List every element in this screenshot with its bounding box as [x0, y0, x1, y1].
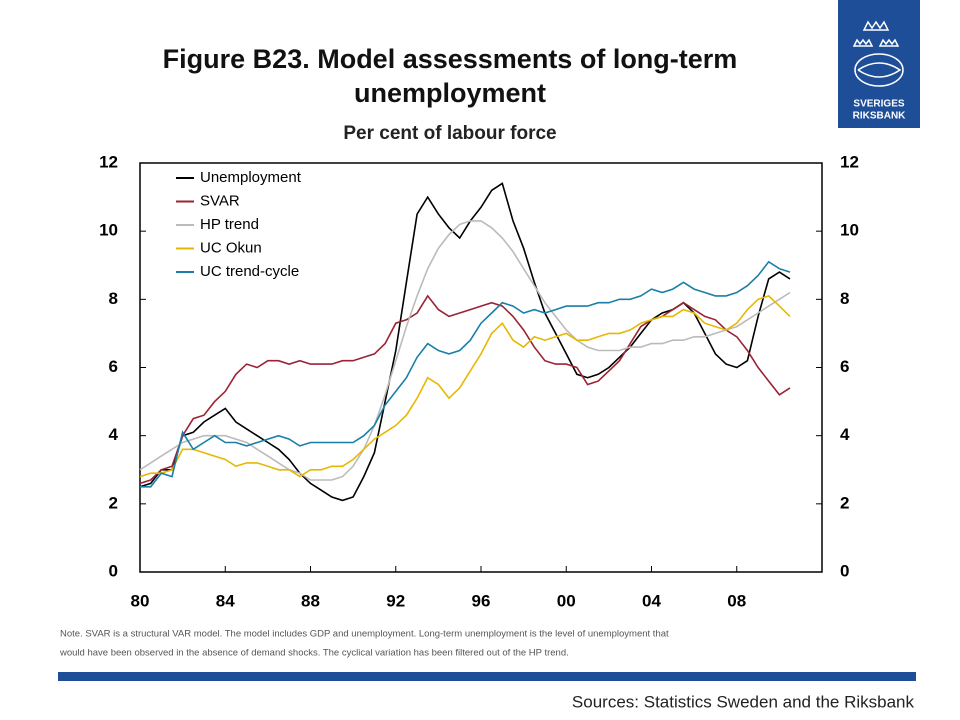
- note: Note. SVAR is a structural VAR model. Th…: [60, 629, 669, 640]
- legend-label: HP trend: [200, 216, 259, 233]
- legend-label: Unemployment: [200, 169, 302, 186]
- y2-tick-label: 12: [840, 152, 859, 171]
- y-tick-label: 2: [109, 493, 118, 512]
- series-line: [140, 260, 791, 488]
- y2-tick-label: 0: [840, 561, 849, 580]
- logo-text: RIKSBANK: [853, 111, 907, 122]
- legend-label: SVAR: [200, 192, 240, 209]
- y-tick-label: 4: [109, 425, 119, 444]
- logo-emblem: [852, 20, 904, 87]
- y2-tick-label: 10: [840, 221, 859, 240]
- x-tick-label: 08: [727, 591, 746, 610]
- y-tick-label: 12: [99, 152, 118, 171]
- series-line: [139, 294, 791, 478]
- logo-text: SVERIGES: [853, 99, 904, 110]
- chart-subtitle: Per cent of labour force: [343, 123, 556, 144]
- y-tick-label: 10: [99, 221, 118, 240]
- x-tick-label: 96: [472, 591, 491, 610]
- y-tick-label: 6: [109, 357, 118, 376]
- series-line: [139, 294, 791, 485]
- x-tick-label: 04: [642, 591, 661, 610]
- series-line: [139, 220, 791, 481]
- y-tick-label: 8: [109, 289, 118, 308]
- logo-box: [838, 0, 920, 128]
- legend-label: UC Okun: [200, 239, 262, 256]
- x-tick-label: 80: [131, 591, 150, 610]
- source: Sources: Statistics Sweden and the Riksb…: [572, 692, 915, 711]
- y2-tick-label: 6: [840, 357, 849, 376]
- y-tick-label: 0: [109, 561, 118, 580]
- x-tick-label: 88: [301, 591, 320, 610]
- x-tick-label: 00: [557, 591, 576, 610]
- x-tick-label: 84: [216, 591, 235, 610]
- y2-tick-label: 4: [840, 425, 850, 444]
- legend-label: UC trend-cycle: [200, 263, 299, 280]
- y2-tick-label: 8: [840, 289, 849, 308]
- x-tick-label: 92: [386, 591, 405, 610]
- footer-bar: [58, 672, 916, 681]
- chart-title: Figure B23. Model assessments of long-te…: [162, 44, 738, 108]
- note: would have been observed in the absence …: [59, 648, 569, 659]
- y2-tick-label: 2: [840, 493, 849, 512]
